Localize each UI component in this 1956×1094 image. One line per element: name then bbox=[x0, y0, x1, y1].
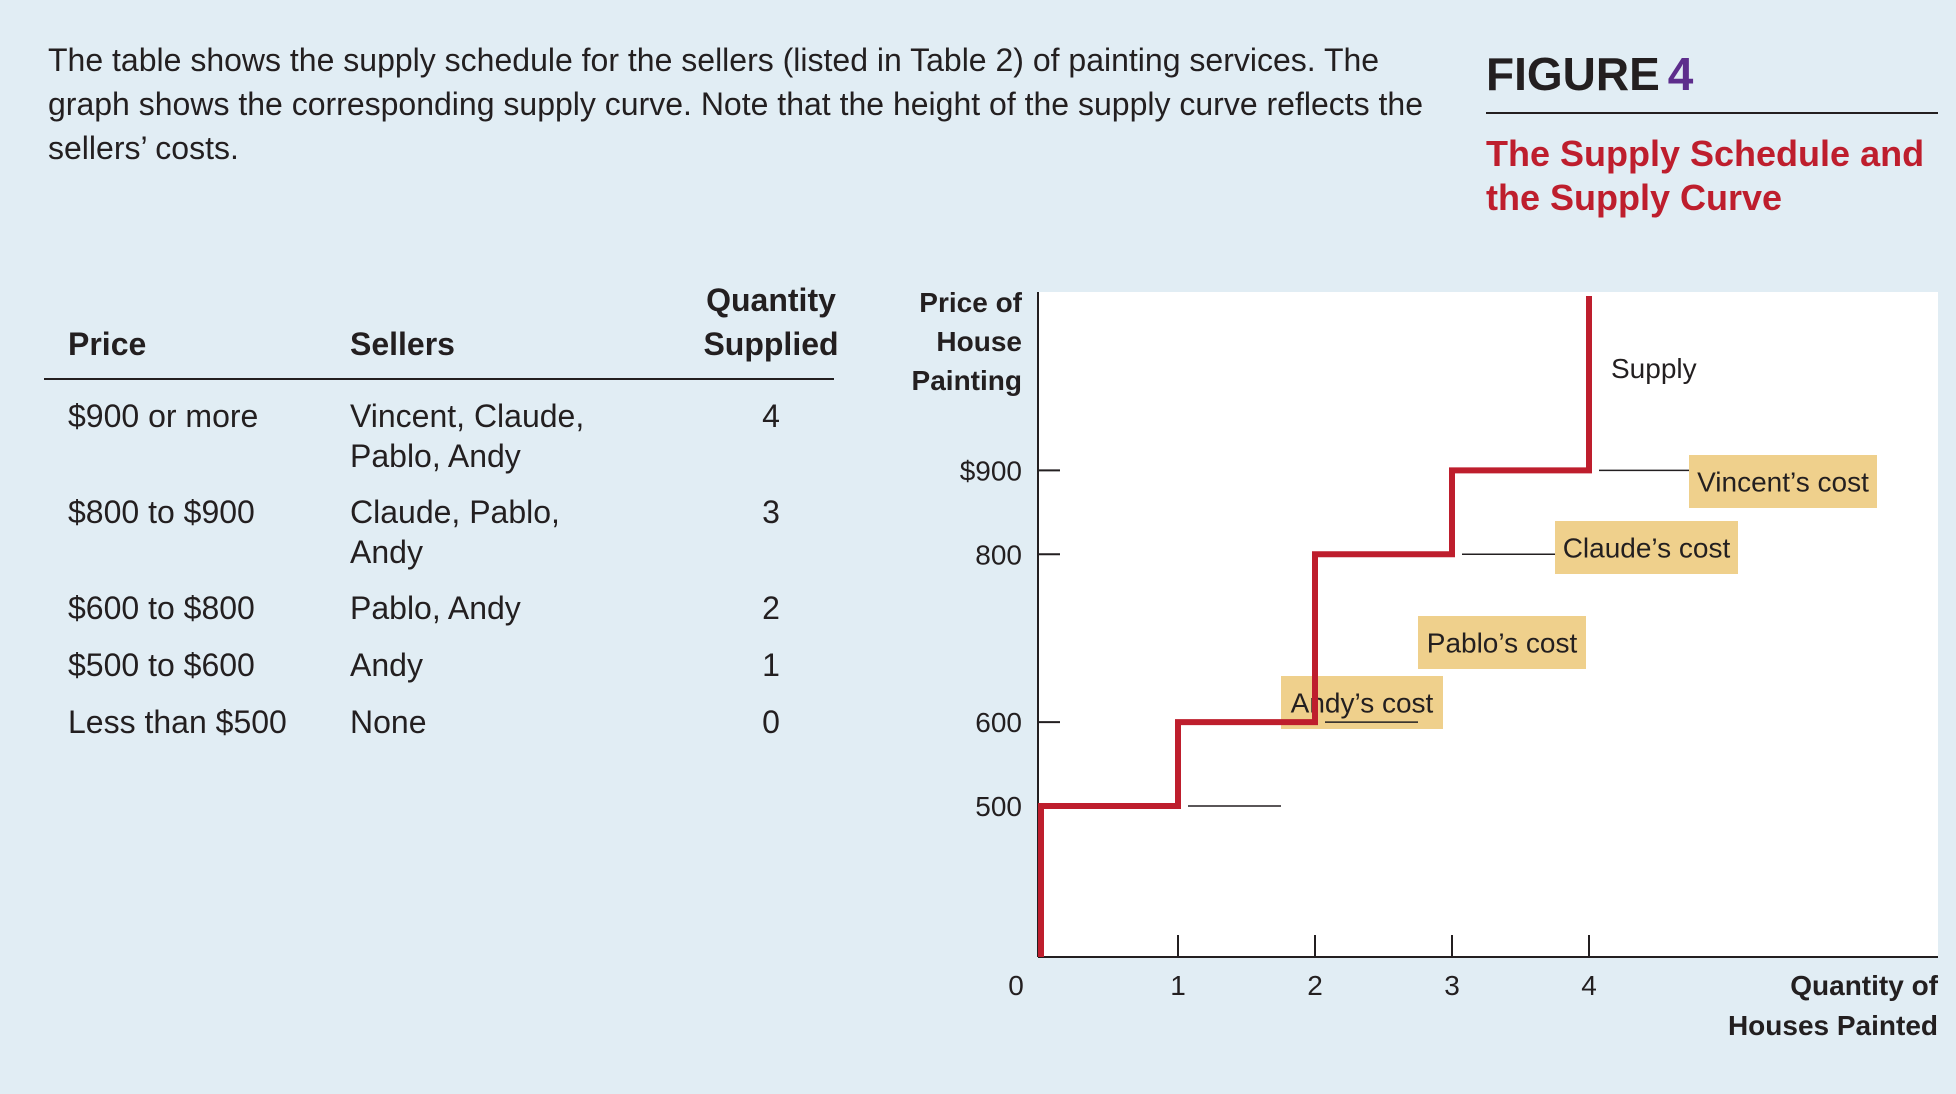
quantity-cell: 4 bbox=[762, 398, 780, 434]
quantity-cell: 2 bbox=[762, 590, 780, 626]
quantity-cell: 0 bbox=[762, 704, 780, 740]
figure-title: The Supply Schedule and the Supply Curve bbox=[1486, 133, 1925, 218]
quantity-cell: 1 bbox=[762, 647, 780, 683]
cost-label: Claude’s cost bbox=[1563, 533, 1731, 564]
x-axis-title: Houses Painted bbox=[1728, 1010, 1938, 1041]
supply-curve-label: Supply bbox=[1611, 353, 1697, 384]
figure-label: FIGURE 4 bbox=[1486, 44, 1938, 114]
price-cell: $600 to $800 bbox=[68, 590, 255, 626]
price-cell: $900 or more bbox=[68, 398, 259, 434]
y-tick-label: 500 bbox=[975, 791, 1022, 822]
x-tick-label: 0 bbox=[1008, 970, 1024, 1001]
x-tick-label: 4 bbox=[1581, 970, 1597, 1001]
y-tick-label: $900 bbox=[960, 455, 1022, 486]
x-tick-label: 2 bbox=[1307, 970, 1323, 1001]
table-row: $800 to $900 Claude, Pablo, Andy 3 bbox=[44, 492, 834, 588]
table-row: $900 or more Vincent, Claude, Pablo, And… bbox=[44, 396, 834, 492]
table-row: $500 to $600 Andy 1 bbox=[44, 645, 834, 702]
cost-label-box bbox=[1555, 521, 1738, 574]
quantity-cell: 3 bbox=[762, 494, 780, 530]
cost-label: Pablo’s cost bbox=[1427, 628, 1578, 659]
sellers-cell: Claude, Pablo, Andy bbox=[350, 494, 560, 570]
supply-schedule-table: Price Sellers Quantity Supplied $900 or … bbox=[44, 276, 839, 759]
table-row: Less than $500 None 0 bbox=[44, 702, 834, 759]
figure-label-text: FIGURE bbox=[1486, 48, 1660, 100]
sellers-cell: Vincent, Claude, Pablo, Andy bbox=[350, 398, 585, 474]
price-cell: $800 to $900 bbox=[68, 494, 255, 530]
x-axis-title: Quantity of bbox=[1790, 970, 1938, 1001]
sellers-cell: Pablo, Andy bbox=[350, 590, 521, 626]
price-column-header: Price bbox=[68, 326, 147, 362]
y-axis-title: House bbox=[936, 326, 1022, 357]
y-axis-title: Painting bbox=[912, 365, 1022, 396]
cost-label-box bbox=[1689, 455, 1877, 508]
sellers-cell: Andy bbox=[350, 647, 423, 683]
supply-curve bbox=[1038, 296, 1592, 957]
x-tick-label: 3 bbox=[1444, 970, 1460, 1001]
figure-caption: The table shows the supply schedule for … bbox=[48, 42, 1424, 166]
figure-header: FIGURE 4 The Supply Schedule and the Supp… bbox=[1486, 44, 1938, 220]
sellers-column-header: Sellers bbox=[350, 326, 455, 362]
quantity-column-header: Quantity Supplied bbox=[703, 282, 839, 362]
price-cell: $500 to $600 bbox=[68, 647, 255, 683]
cost-label: Vincent’s cost bbox=[1697, 467, 1869, 498]
sellers-cell: None bbox=[350, 704, 427, 740]
y-tick-label: 800 bbox=[975, 539, 1022, 570]
x-tick-label: 1 bbox=[1170, 970, 1186, 1001]
table-row: $600 to $800 Pablo, Andy 2 bbox=[44, 588, 834, 645]
table-header: Price Sellers Quantity Supplied bbox=[44, 276, 839, 380]
price-cell: Less than $500 bbox=[68, 704, 287, 740]
cost-label-box bbox=[1418, 616, 1586, 669]
y-tick-label: 600 bbox=[975, 707, 1022, 738]
figure-number: 4 bbox=[1667, 48, 1694, 100]
y-axis-title: Price of bbox=[919, 287, 1022, 318]
